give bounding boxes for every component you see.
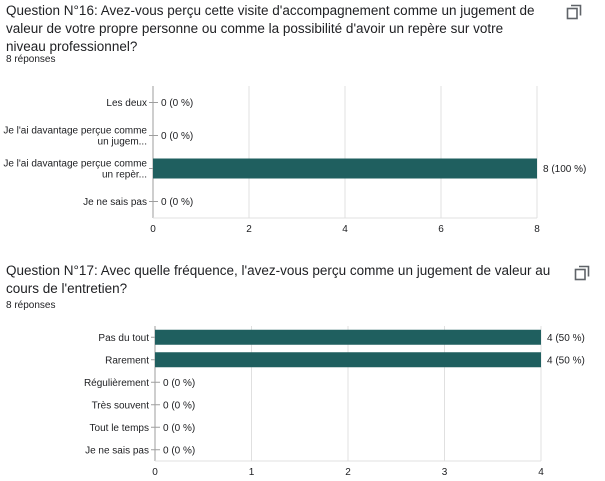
- bar-chart-question-16: 0 2 4 6 8 Les deux 0 (0 %) Je l'ai davantage pe…: [3, 86, 586, 235]
- category-label: Je ne sais pas: [85, 445, 149, 456]
- data-label: 0 (0 %): [163, 445, 195, 456]
- data-label: 0 (0 %): [161, 131, 193, 142]
- x-tick-label: 1: [249, 467, 255, 478]
- response-count: 8 réponses: [6, 300, 56, 311]
- data-label: 0 (0 %): [163, 378, 195, 389]
- response-count: 8 réponses: [6, 54, 56, 65]
- category-label: Pas du tout: [98, 333, 149, 344]
- bar[interactable]: [153, 158, 537, 179]
- category-label: Les deux: [106, 98, 147, 109]
- category-label: Rarement: [105, 355, 149, 366]
- data-label: 0 (0 %): [161, 98, 193, 109]
- category-label: Très souvent: [92, 400, 150, 411]
- category-label: Tout le temps: [90, 423, 149, 434]
- data-label: 0 (0 %): [161, 197, 193, 208]
- data-label: 4 (50 %): [547, 333, 585, 344]
- bar[interactable]: [155, 329, 541, 345]
- copy-icon[interactable]: [566, 4, 582, 20]
- data-label: 0 (0 %): [163, 423, 195, 434]
- bar-chart-question-17: 0 1 2 3 4 Pas du tout 4 (50 %) Rarement 4 (50 %)…: [84, 326, 585, 478]
- category-label: Je ne sais pas: [83, 197, 147, 208]
- data-label: 8 (100 %): [543, 164, 586, 175]
- data-label: 0 (0 %): [163, 400, 195, 411]
- data-label: 4 (50 %): [547, 355, 585, 366]
- x-tick-label: 4: [538, 467, 544, 478]
- x-tick-label: 0: [150, 224, 156, 235]
- x-tick-label: 4: [342, 224, 348, 235]
- category-label: Je l'ai davantage perçue comme un jugem..…: [3, 126, 147, 148]
- question-17-title: Question N°17: Avec quelle fréquence, l'…: [6, 263, 551, 296]
- bar[interactable]: [155, 352, 541, 368]
- question-16-title: Question N°16: Avez-vous perçu cette vis…: [6, 3, 535, 54]
- x-tick-label: 3: [442, 467, 448, 478]
- category-label: Je l'ai davantage perçue comme un repèr..…: [3, 159, 147, 181]
- x-tick-label: 6: [438, 224, 444, 235]
- copy-icon[interactable]: [574, 265, 590, 281]
- x-tick-label: 2: [345, 467, 351, 478]
- x-tick-label: 8: [534, 224, 540, 235]
- category-label: Régulièrement: [84, 378, 149, 389]
- x-tick-label: 0: [152, 467, 158, 478]
- x-tick-label: 2: [246, 224, 252, 235]
